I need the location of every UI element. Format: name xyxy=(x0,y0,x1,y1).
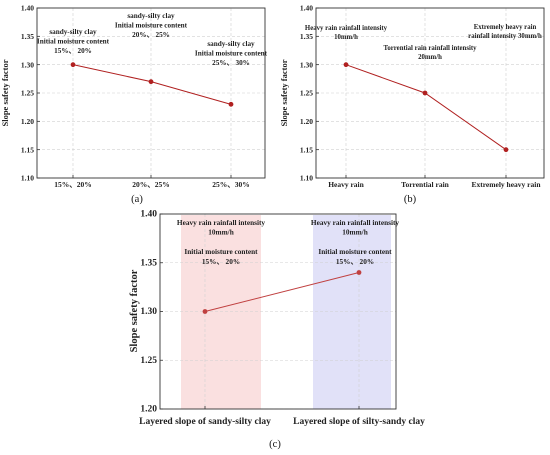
highlight-band xyxy=(313,215,391,409)
y-tick-label: 1.30 xyxy=(300,60,313,69)
x-tick-label: 20%、25% xyxy=(132,180,170,189)
y-tick-label: 1.30 xyxy=(21,60,34,69)
annotation-2: sandy-silty clay Initial moisture content… xyxy=(115,12,188,39)
panel-label: (c) xyxy=(269,439,281,450)
y-tick-label: 1.30 xyxy=(140,307,157,317)
y-tick-label: 1.20 xyxy=(300,117,313,126)
x-tick-label: Extremely heavy rain xyxy=(471,180,541,189)
y-tick-label: 1.25 xyxy=(21,89,34,98)
annotation-2: Torrential rain rainfall intensity 20mm/h xyxy=(383,45,477,61)
x-tick-label: 25%、30% xyxy=(212,180,250,189)
annotation-line: Initial moisture content xyxy=(195,50,268,58)
chart-panel-1: 1.10 1.15 1.20 1.25 1.30 1.35 1.40 15%、20% 20%、2… xyxy=(0,4,268,205)
panel-label: (b) xyxy=(404,194,417,205)
data-point xyxy=(503,147,509,153)
annotation-line: 15%、 20% xyxy=(54,47,92,55)
y-tick-label: 1.35 xyxy=(300,32,313,41)
data-point xyxy=(70,62,76,68)
x-tick-label: Layered slope of silty-sandy clay xyxy=(293,417,425,427)
x-tick-label: Torrential rain xyxy=(401,180,450,189)
annotation-line: Initial moisture content xyxy=(115,22,188,30)
y-axis-title: Slope safety factor xyxy=(129,269,140,352)
y-tick-label: 1.40 xyxy=(300,4,313,13)
annotation-line: Initial moisture content xyxy=(37,38,110,46)
y-tick-label: 1.10 xyxy=(21,174,34,183)
annotation-1: Heavy rain rainfall intensity 10mm/h xyxy=(305,25,388,41)
annotation-line: 15%、 20% xyxy=(202,257,240,266)
series-line xyxy=(72,64,232,105)
annotation-line: 10mm/h xyxy=(334,34,358,41)
data-point xyxy=(356,270,362,275)
series-line xyxy=(345,64,507,151)
y-tick-label: 1.35 xyxy=(21,32,34,41)
annotation-line: 20%、 25% xyxy=(132,31,170,39)
x-tick-label: 15%、20% xyxy=(54,180,92,189)
y-axis-title: Slope safety factor xyxy=(0,59,10,126)
annotation-line: 10mm/h xyxy=(208,228,234,237)
series-line xyxy=(204,272,360,312)
y-tick-label: 1.15 xyxy=(21,145,34,154)
y-tick-label: 1.25 xyxy=(140,356,157,366)
y-tick-label: 1.20 xyxy=(140,405,157,415)
data-point xyxy=(422,90,428,96)
annotation-line: 10mm/h xyxy=(342,228,368,237)
annotation-line: sandy-silty clay xyxy=(127,12,175,20)
annotation-1: sandy-silty clay Initial moisture content… xyxy=(37,28,110,55)
y-axis-title: Slope safety factor xyxy=(279,59,289,126)
annotation-line: Heavy rain rainfall intensity xyxy=(177,218,266,227)
annotation-line: Heavy rain rainfall intensity xyxy=(305,25,388,32)
y-tick-label: 1.35 xyxy=(140,258,157,268)
annotation-line: Initial moisture content xyxy=(184,247,258,256)
chart-panel-3: 1.20 1.25 1.30 1.35 1.40 Layered slope of san… xyxy=(129,210,425,450)
x-tick-label: Heavy rain xyxy=(328,180,364,189)
data-point xyxy=(202,309,208,314)
annotation-line: Heavy rain rainfall intensity xyxy=(311,218,400,227)
annotation-line: sandy-silty clay xyxy=(207,40,255,48)
annotation-line: Initial moisture content xyxy=(318,247,392,256)
annotation-line: rainfall intensity 30mm/h xyxy=(468,33,542,40)
annotation-line: 25%、 30% xyxy=(212,59,250,67)
highlight-band xyxy=(181,215,261,409)
x-tick-label: Layered slope of sandy-silty clay xyxy=(139,417,271,427)
y-tick-label: 1.15 xyxy=(300,145,313,154)
annotation-3: Extremely heavy rain rainfall intensity 3… xyxy=(468,24,542,40)
chart-panel-2: 1.10 1.15 1.20 1.25 1.30 1.35 1.40 Heavy rain To… xyxy=(279,4,545,205)
annotation-3: sandy-silty clay Initial moisture content… xyxy=(195,40,268,67)
y-tick-label: 1.40 xyxy=(21,4,34,13)
annotation-line: Torrential rain rainfall intensity xyxy=(383,45,477,52)
annotation-line: Extremely heavy rain xyxy=(474,24,537,31)
y-tick-label: 1.40 xyxy=(140,210,157,220)
data-point xyxy=(343,62,349,68)
annotation-line: 15%、 20% xyxy=(336,257,374,266)
annotation-line: sandy-silty clay xyxy=(49,28,97,36)
y-tick-label: 1.20 xyxy=(21,117,34,126)
y-tick-label: 1.25 xyxy=(300,89,313,98)
y-tick-label: 1.10 xyxy=(300,174,313,183)
annotation-line: 20mm/h xyxy=(418,54,442,61)
data-point xyxy=(148,79,154,85)
data-point xyxy=(228,101,234,107)
panel-label: (a) xyxy=(131,194,143,205)
